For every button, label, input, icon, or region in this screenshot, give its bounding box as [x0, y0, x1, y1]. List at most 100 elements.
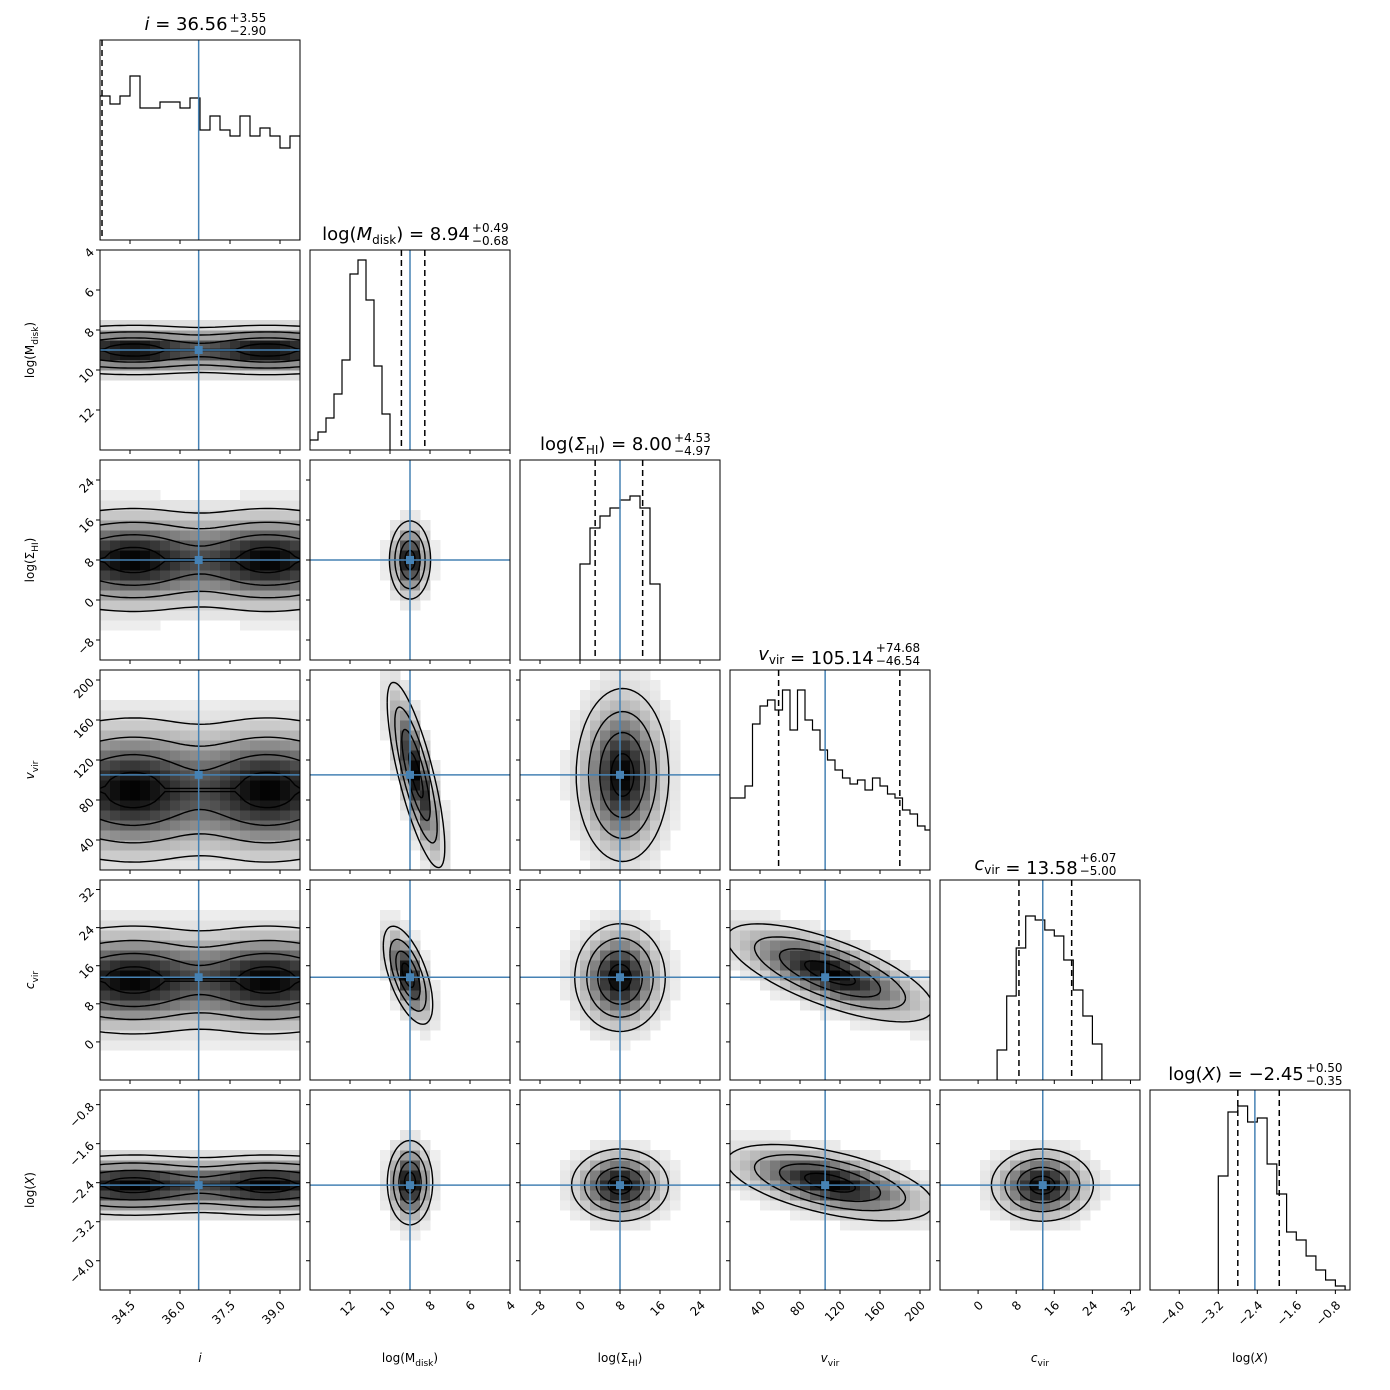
density-cell	[250, 720, 261, 731]
density-cell	[220, 610, 231, 621]
density-cell	[260, 340, 271, 351]
density-cell	[400, 810, 411, 821]
density-cell	[1090, 1170, 1101, 1181]
density-cell	[590, 710, 601, 721]
density-cell	[620, 920, 631, 931]
density-cell	[810, 1200, 821, 1211]
density-cell	[800, 930, 811, 941]
density-cell	[910, 1010, 921, 1021]
density-cell	[270, 790, 281, 801]
density-cell	[380, 1200, 391, 1211]
contour-line	[100, 573, 300, 587]
density-cell	[150, 740, 161, 751]
contour-line	[100, 790, 300, 809]
density-cell	[590, 850, 601, 861]
density-cell	[200, 1160, 211, 1171]
density-cell	[130, 590, 141, 601]
density-cell	[260, 930, 271, 941]
density-cell	[270, 860, 281, 870]
density-cell	[410, 600, 421, 611]
density-cell	[200, 1000, 211, 1011]
density-cell	[140, 550, 151, 561]
density-cell	[160, 610, 171, 621]
density-cell	[770, 1170, 781, 1181]
density-cell	[200, 700, 211, 711]
density-cell	[210, 910, 221, 921]
density-cell	[920, 1020, 930, 1031]
density-cell	[1060, 1220, 1071, 1231]
density-cell	[120, 620, 131, 631]
density-cell	[590, 1210, 601, 1221]
density-cell	[210, 580, 221, 591]
density-cell	[250, 360, 261, 371]
density-cell	[1010, 1200, 1021, 1211]
density-cell	[750, 1150, 761, 1161]
density-cell	[150, 500, 161, 511]
density-cell	[110, 830, 121, 841]
density-cell	[630, 1020, 641, 1031]
density-cell	[410, 560, 421, 571]
density-cell	[600, 810, 611, 821]
density-cell	[630, 830, 641, 841]
density-cell	[150, 330, 161, 341]
density-cell	[150, 590, 161, 601]
density-cell	[170, 1040, 181, 1051]
density-cell	[570, 710, 581, 721]
density-cell	[240, 560, 251, 571]
density-cell	[270, 840, 281, 851]
density-cell	[260, 1160, 271, 1171]
density-cell	[410, 1010, 421, 1021]
density-cell	[150, 750, 161, 761]
contour-line	[386, 681, 446, 869]
density-cell	[100, 820, 111, 831]
y-tick-label: −4.0	[67, 1256, 98, 1287]
density-cell	[160, 970, 171, 981]
density-cell	[110, 800, 121, 811]
density-cell	[780, 1160, 791, 1171]
density-cell	[760, 940, 771, 951]
density-cell	[150, 840, 161, 851]
density-cell	[120, 1030, 131, 1041]
density-cell	[130, 1170, 141, 1181]
density-cell	[140, 620, 151, 631]
x-tick-label: 36.0	[159, 1298, 188, 1327]
density-cell	[250, 1200, 261, 1211]
density-cell	[410, 930, 421, 941]
density-cell	[630, 730, 641, 741]
density-cell	[150, 700, 161, 711]
density-cell	[410, 520, 421, 531]
density-cell	[390, 690, 401, 701]
density-cell	[160, 990, 171, 1001]
density-cell	[590, 680, 601, 691]
density-cell	[250, 800, 261, 811]
density-cell	[240, 370, 251, 381]
density-cell	[160, 1030, 171, 1041]
density-cell	[170, 570, 181, 581]
density-cell	[880, 1160, 891, 1171]
density-cell	[890, 990, 901, 1001]
density-cell	[650, 980, 661, 991]
density-cell	[290, 610, 300, 621]
density-cell	[620, 730, 631, 741]
density-cell	[610, 940, 621, 951]
density-cell	[390, 1160, 401, 1171]
density-cell	[270, 500, 281, 511]
density-cell	[740, 970, 751, 981]
y-tick-label: −3.2	[67, 1217, 98, 1248]
density-cell	[200, 580, 211, 591]
density-cell	[160, 830, 171, 841]
density-cell	[190, 570, 201, 581]
density-cell	[240, 570, 251, 581]
density-cell	[410, 970, 421, 981]
density-cell	[400, 740, 411, 751]
density-cell	[110, 860, 121, 870]
density-cell	[230, 570, 241, 581]
density-cell	[110, 820, 121, 831]
density-cell	[220, 820, 231, 831]
density-cell	[240, 330, 251, 341]
density-cell	[570, 1190, 581, 1201]
density-cell	[260, 360, 271, 371]
density-cell	[830, 1190, 841, 1201]
density-cell	[240, 920, 251, 931]
density-cell	[180, 970, 191, 981]
